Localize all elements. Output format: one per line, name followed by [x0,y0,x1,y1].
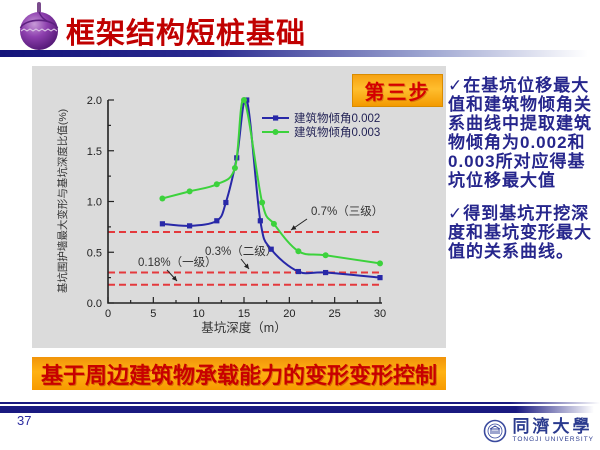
footer-thin-line [0,402,600,404]
note-item: ✓在基坑位移最大值和建筑物倾角关系曲线中提取建筑物倾角为0.002和0.003所… [448,76,592,190]
svg-text:2.0: 2.0 [87,95,102,107]
sphere-logo-icon [19,2,59,50]
header-divider-bar [0,50,600,57]
svg-text:1.5: 1.5 [87,146,102,158]
svg-text:1.0: 1.0 [87,197,102,209]
university-name-en: TONGJI UNIVERSITY [512,436,594,443]
svg-text:0.7%（三级）: 0.7%（三级） [311,205,383,218]
page-number: 37 [17,413,32,428]
svg-text:0.18%（一级）: 0.18%（一级） [138,256,217,269]
svg-text:25: 25 [329,308,341,320]
svg-text:5: 5 [150,308,156,320]
chart-svg: 0 5 10 15 20 25 30 0.0 0.5 1.0 1.5 2.0 基坑深度（m） 基坑围护墙最… [56,95,386,335]
svg-text:0.5: 0.5 [87,247,102,259]
svg-text:基坑围护墙最大变形与基坑深度比值(%): 基坑围护墙最大变形与基坑深度比值(%) [56,109,69,293]
university-logo: 同濟大學 TONGJI UNIVERSITY [483,418,594,444]
footer-bar [0,406,600,413]
step-badge: 第三步 [352,74,443,107]
svg-text:建筑物倾角0.003: 建筑物倾角0.003 [294,125,380,139]
university-name-cn: 同濟大學 [512,417,593,436]
notes-block: ✓在基坑位移最大值和建筑物倾角关系曲线中提取建筑物倾角为0.002和0.003所… [448,76,598,275]
svg-text:建筑物倾角0.002: 建筑物倾角0.002 [294,111,380,125]
svg-text:0.3%（二级）: 0.3%（二级） [205,245,277,258]
note-item: ✓得到基坑开挖深度和基坑变形最大值的关系曲线。 [448,204,592,261]
svg-text:基坑深度（m）: 基坑深度（m） [201,320,286,335]
svg-text:30: 30 [374,308,386,320]
svg-text:20: 20 [283,308,295,320]
bottom-banner-text: 基于周边建筑物承载能力的变形变形控制 [40,362,437,388]
chart-panel: 0 5 10 15 20 25 30 0.0 0.5 1.0 1.5 2.0 基坑深度（m） 基坑围护墙最… [32,66,446,348]
bottom-banner: 基于周边建筑物承载能力的变形变形控制 [32,357,446,390]
svg-text:15: 15 [238,308,250,320]
svg-text:0: 0 [105,308,111,320]
svg-text:0.0: 0.0 [87,298,102,310]
university-emblem-icon [484,419,507,443]
page-title: 框架结构短桩基础 [66,18,307,50]
svg-text:10: 10 [193,308,205,320]
